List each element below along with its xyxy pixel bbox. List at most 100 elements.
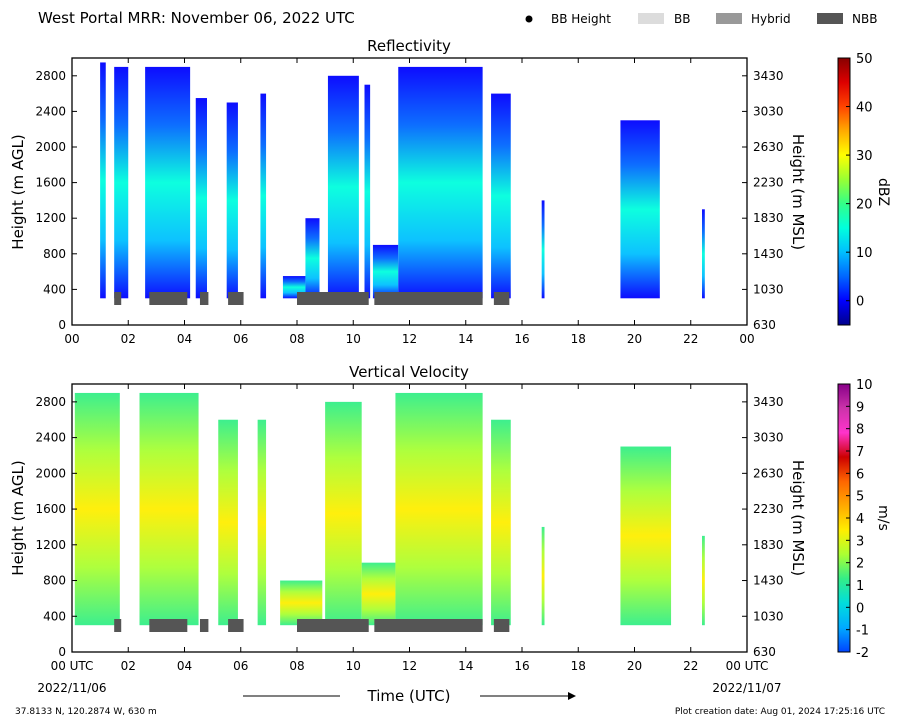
legend-bb-swatch bbox=[638, 13, 664, 24]
reflectivity-data-layer bbox=[100, 62, 705, 299]
velocity-title: Vertical Velocity bbox=[349, 363, 469, 381]
reflectivity-x-tick-label: 16 bbox=[514, 332, 529, 346]
velocity-y-tick-label: 800 bbox=[43, 574, 66, 588]
velocity-bb-segment bbox=[149, 619, 188, 632]
velocity-x-tick-label: 16 bbox=[514, 659, 529, 673]
velocity-colorbar-tick-label: -1 bbox=[856, 624, 869, 639]
velocity-y-right-tick-label: 3030 bbox=[753, 431, 784, 445]
velocity-colorbar-tick-label: 3 bbox=[856, 534, 864, 549]
velocity-ylabel: Height (m AGL) bbox=[9, 460, 27, 575]
reflectivity-y-tick-label: 1200 bbox=[35, 211, 66, 225]
velocity-x-tick-label: 12 bbox=[402, 659, 417, 673]
velocity-precip-band bbox=[620, 446, 672, 626]
velocity-colorbar-tick-label: 10 bbox=[856, 378, 873, 393]
velocity-y-right-tick-label: 1030 bbox=[753, 609, 784, 623]
reflectivity-precip-band bbox=[702, 209, 705, 299]
velocity-y-tick-label: 2400 bbox=[35, 431, 66, 445]
velocity-x-tick-label: 22 bbox=[683, 659, 698, 673]
reflectivity-panel: Reflectivity 00 02 04 06 08 10 12 14 16 18 20 22 000… bbox=[9, 37, 891, 346]
reflectivity-y-right-tick-label: 3030 bbox=[753, 104, 784, 118]
header-legend: BB Height BB Hybrid NBB bbox=[525, 12, 877, 26]
xlabel: Time (UTC) bbox=[367, 687, 451, 705]
reflectivity-bb-segment bbox=[374, 292, 483, 305]
reflectivity-ylabel-right: Height (m MSL) bbox=[789, 134, 807, 250]
velocity-y-tick-label: 400 bbox=[43, 609, 66, 623]
velocity-colorbar-tick-label: 7 bbox=[856, 445, 864, 460]
reflectivity-y-right-tick-label: 630 bbox=[753, 318, 776, 332]
velocity-y-tick-label: 2000 bbox=[35, 466, 66, 480]
reflectivity-x-tick-label: 14 bbox=[458, 332, 473, 346]
reflectivity-precip-band bbox=[327, 75, 359, 299]
reflectivity-x-tick-label: 08 bbox=[289, 332, 304, 346]
reflectivity-colorbar-tick-label: 40 bbox=[856, 101, 873, 116]
reflectivity-x-tick-label: 00 bbox=[64, 332, 79, 346]
reflectivity-colorbar-tick-label: 20 bbox=[856, 198, 873, 213]
reflectivity-colorbar-tick-label: 0 bbox=[856, 295, 864, 310]
velocity-bb-segment bbox=[228, 619, 244, 632]
velocity-bb-segment bbox=[199, 619, 209, 632]
reflectivity-x-tick-label: 00 bbox=[739, 332, 754, 346]
velocity-y-right-tick-label: 2630 bbox=[753, 466, 784, 480]
reflectivity-bb-segment bbox=[199, 292, 209, 305]
velocity-y-right-tick-label: 3430 bbox=[753, 395, 784, 409]
legend-bb-height-label: BB Height bbox=[551, 12, 611, 26]
reflectivity-x-tick-label: 20 bbox=[627, 332, 642, 346]
velocity-x-tick-label: 02 bbox=[121, 659, 136, 673]
reflectivity-precip-band bbox=[364, 84, 371, 299]
reflectivity-bb-segment bbox=[114, 292, 122, 305]
velocity-bb-segment bbox=[374, 619, 483, 632]
reflectivity-y-tick-label: 400 bbox=[43, 282, 66, 296]
reflectivity-bb-segments bbox=[114, 292, 510, 305]
reflectivity-precip-band bbox=[195, 98, 207, 299]
reflectivity-bb-segment bbox=[297, 292, 369, 305]
reflectivity-colorbar-ticks: 50 40 30 20 10 0 bbox=[846, 52, 873, 310]
velocity-panel: Vertical Velocity 00 UTC 02 04 06 08 10 12 14 16… bbox=[9, 363, 891, 673]
velocity-colorbar-tick-label: 1 bbox=[856, 579, 864, 594]
legend-bb-label: BB bbox=[674, 12, 690, 26]
reflectivity-colorbar-label: dBZ bbox=[875, 178, 891, 206]
velocity-precip-band bbox=[257, 419, 267, 626]
velocity-bb-segments bbox=[114, 619, 510, 632]
reflectivity-ticks: 00 02 04 06 08 10 12 14 16 18 20 22 0004008001200160… bbox=[35, 58, 784, 346]
reflectivity-x-tick-label: 22 bbox=[683, 332, 698, 346]
creation-date-text: Plot creation date: Aug 01, 2024 17:25:1… bbox=[675, 707, 885, 717]
velocity-precip-band bbox=[361, 562, 396, 626]
velocity-colorbar-tick-label: 5 bbox=[856, 490, 864, 505]
velocity-colorbar-tick-label: 9 bbox=[856, 400, 864, 415]
reflectivity-colorbar bbox=[837, 57, 851, 326]
reflectivity-y-right-tick-label: 1830 bbox=[753, 211, 784, 225]
velocity-colorbar-tick-label: 0 bbox=[856, 601, 864, 616]
reflectivity-x-tick-label: 06 bbox=[233, 332, 248, 346]
velocity-colorbar-tick-label: 8 bbox=[856, 423, 864, 438]
velocity-x-tick-label: 04 bbox=[177, 659, 192, 673]
reflectivity-colorbar-tick-label: 30 bbox=[856, 149, 873, 164]
legend-bb-height-marker bbox=[525, 15, 533, 23]
xlabel-arrow-head bbox=[568, 692, 576, 700]
reflectivity-y-tick-label: 2400 bbox=[35, 104, 66, 118]
velocity-y-tick-label: 2800 bbox=[35, 395, 66, 409]
reflectivity-y-tick-label: 1600 bbox=[35, 176, 66, 190]
velocity-precip-band bbox=[218, 419, 238, 626]
velocity-precip-band bbox=[74, 392, 120, 626]
velocity-y-tick-label: 0 bbox=[58, 645, 66, 659]
reflectivity-y-tick-label: 800 bbox=[43, 247, 66, 261]
velocity-data-layer bbox=[74, 392, 705, 626]
velocity-x-tick-label: 08 bbox=[289, 659, 304, 673]
velocity-x-tick-label: 06 bbox=[233, 659, 248, 673]
reflectivity-y-right-tick-label: 1430 bbox=[753, 247, 784, 261]
velocity-y-right-tick-label: 1830 bbox=[753, 538, 784, 552]
velocity-y-right-tick-label: 1430 bbox=[753, 574, 784, 588]
legend-nbb-label: NBB bbox=[852, 12, 877, 26]
velocity-x-tick-label: 00 UTC bbox=[726, 659, 769, 673]
reflectivity-colorbar-tick-label: 10 bbox=[856, 246, 873, 261]
velocity-colorbar-label: m/s bbox=[875, 505, 891, 531]
reflectivity-x-tick-label: 10 bbox=[346, 332, 361, 346]
velocity-precip-band bbox=[139, 392, 199, 626]
velocity-colorbar-tick-label: -2 bbox=[856, 646, 869, 661]
legend-hybrid-label: Hybrid bbox=[751, 12, 791, 26]
reflectivity-y-right-tick-label: 2630 bbox=[753, 140, 784, 154]
reflectivity-x-tick-label: 04 bbox=[177, 332, 192, 346]
location-text: 37.8133 N, 120.2874 W, 630 m bbox=[15, 707, 157, 717]
velocity-colorbar-tick-label: 2 bbox=[856, 557, 864, 572]
